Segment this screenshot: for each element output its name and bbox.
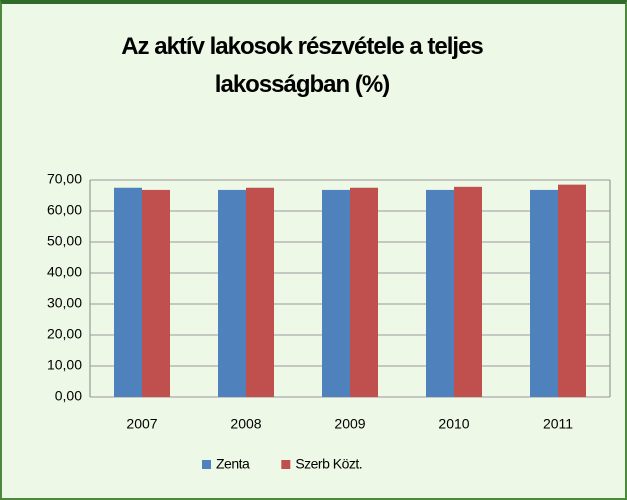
- bar: [246, 187, 274, 397]
- legend-label: Szerb Közt.: [295, 456, 362, 472]
- bar: [350, 187, 378, 397]
- y-tick-label: 20,00: [47, 326, 82, 342]
- bar: [426, 189, 454, 397]
- bar: [530, 189, 558, 397]
- bar: [454, 186, 482, 397]
- x-tick-label: 2007: [126, 416, 157, 432]
- chart-title: Az aktív lakosok részvétele a teljes lak…: [121, 33, 484, 98]
- legend-label: Zenta: [216, 456, 250, 472]
- x-tick-label: 2008: [230, 416, 261, 432]
- bar: [114, 187, 142, 397]
- y-tick-label: 70,00: [47, 171, 82, 187]
- y-tick-label: 10,00: [47, 357, 82, 373]
- legend-swatch: [281, 460, 291, 469]
- chart: 0,00 10,00 20,00 30,00 40,00 50,00 60,00 70,00 2…: [47, 171, 611, 472]
- y-tick-label: 0,00: [55, 388, 82, 404]
- x-tick-label: 2010: [438, 416, 469, 432]
- y-tick-label: 40,00: [47, 264, 82, 280]
- y-tick-label: 50,00: [47, 233, 82, 249]
- bar: [218, 189, 246, 397]
- y-tick-label: 60,00: [47, 202, 82, 218]
- bar: [322, 189, 350, 397]
- y-tick-label: 30,00: [47, 295, 82, 311]
- bar: [142, 189, 170, 397]
- x-tick-label: 2011: [543, 416, 573, 432]
- x-tick-label: 2009: [334, 416, 365, 432]
- bar: [558, 184, 586, 397]
- legend-swatch: [202, 460, 211, 469]
